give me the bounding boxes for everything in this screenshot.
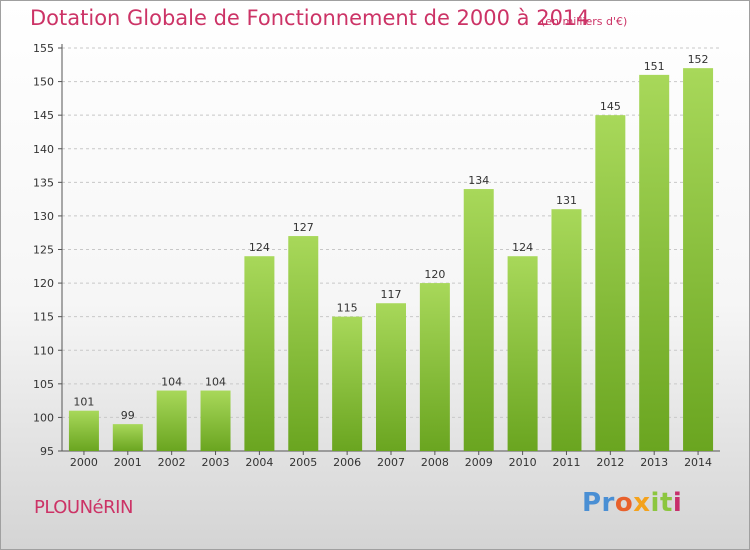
bar	[683, 68, 714, 452]
x-tick-label: 2006	[333, 456, 361, 469]
data-label: 131	[556, 194, 577, 207]
x-tick-label: 2009	[465, 456, 493, 469]
x-tick-label: 2004	[245, 456, 273, 469]
bar	[551, 209, 582, 451]
y-tick-label: 140	[33, 143, 54, 156]
data-label: 151	[644, 60, 665, 73]
data-label: 117	[381, 288, 402, 301]
data-label: 124	[249, 241, 270, 254]
bar	[376, 303, 406, 451]
chart-title: Dotation Globale de Fonctionnement de 20…	[30, 6, 590, 30]
y-tick-label: 145	[33, 109, 54, 122]
x-tick-label: 2014	[684, 456, 712, 469]
bar	[639, 74, 670, 451]
x-tick-label: 2013	[640, 456, 668, 469]
bars	[68, 68, 714, 452]
bar	[68, 410, 99, 451]
logo-part: o	[614, 488, 634, 518]
bar	[507, 256, 538, 451]
bar	[288, 236, 319, 451]
data-label: 124	[512, 241, 533, 254]
x-tick-label: 2001	[114, 456, 142, 469]
x-tick-label: 2000	[70, 456, 98, 469]
y-tick-label: 110	[33, 344, 54, 357]
data-label: 120	[424, 268, 445, 281]
y-tick-label: 135	[33, 176, 54, 189]
logo-part: it	[650, 488, 673, 518]
x-tick-label: 2010	[509, 456, 537, 469]
y-tick-label: 130	[33, 210, 54, 223]
x-tick-label: 2003	[202, 456, 230, 469]
proxiti-logo: Proxiti	[582, 488, 682, 518]
x-tick-label: 2011	[552, 456, 580, 469]
logo-part: Pr	[582, 488, 615, 518]
y-tick-label: 120	[33, 277, 54, 290]
logo-part: x	[633, 488, 651, 518]
data-label: 145	[600, 100, 621, 113]
y-tick-label: 105	[33, 378, 54, 391]
bar	[419, 283, 450, 451]
x-tick-label: 2002	[158, 456, 186, 469]
data-label: 101	[73, 396, 94, 409]
data-label: 104	[161, 376, 182, 389]
y-tick-label: 100	[33, 411, 54, 424]
x-tick-label: 2012	[596, 456, 624, 469]
data-label: 115	[337, 302, 358, 315]
y-tick-label: 155	[33, 42, 54, 55]
data-label: 104	[205, 376, 226, 389]
bar	[244, 256, 275, 451]
x-tick-label: 2008	[421, 456, 449, 469]
bar	[595, 115, 626, 452]
chart-subtitle: (en milliers d'€)	[541, 15, 628, 28]
y-tick-label: 150	[33, 76, 54, 89]
logo-part: i	[672, 488, 683, 518]
bar	[112, 424, 143, 451]
bar	[463, 189, 494, 452]
y-tick-label: 125	[33, 244, 54, 257]
bar	[332, 316, 363, 451]
commune-name: PLOUNéRIN	[34, 497, 133, 518]
bar	[156, 390, 187, 451]
data-label: 134	[468, 174, 489, 187]
data-label: 152	[688, 53, 709, 66]
data-label: 127	[293, 221, 314, 234]
bar	[200, 390, 231, 451]
x-tick-label: 2005	[289, 456, 317, 469]
labels: 95 100 105 110 115 120 125 130 135 140 145 150 155 20…	[33, 42, 712, 469]
x-tick-label: 2007	[377, 456, 405, 469]
y-tick-label: 95	[40, 445, 54, 458]
data-label: 99	[121, 409, 135, 422]
y-tick-label: 115	[33, 311, 54, 324]
